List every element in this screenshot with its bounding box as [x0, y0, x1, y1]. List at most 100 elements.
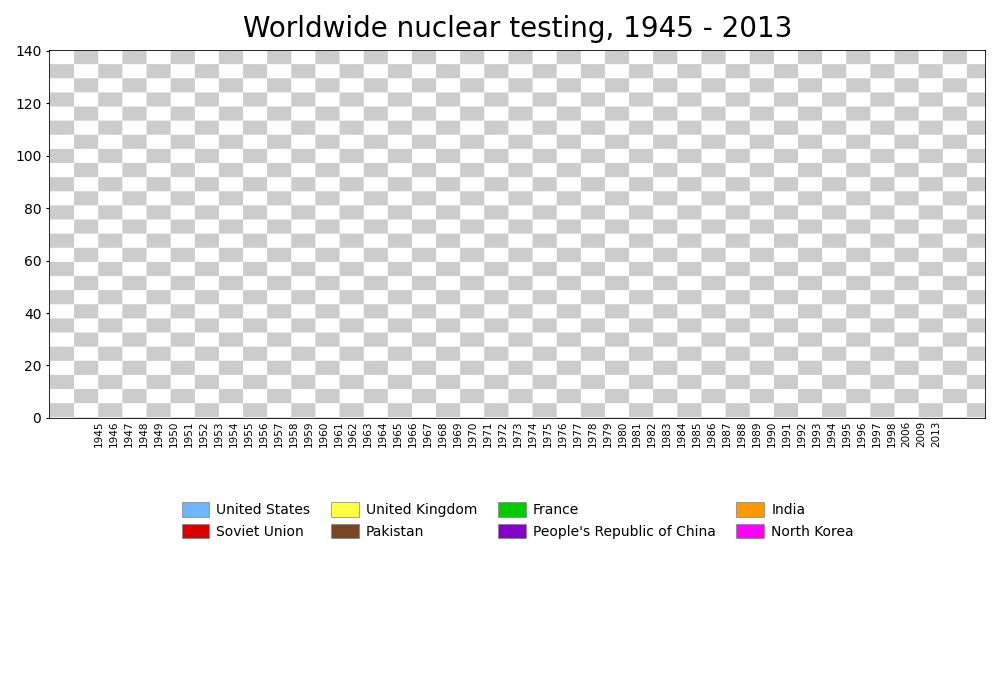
Bar — [481, 355, 494, 418]
Bar — [646, 300, 659, 321]
Bar — [586, 287, 599, 368]
Bar — [496, 274, 509, 284]
Bar — [780, 399, 793, 418]
Bar — [706, 381, 718, 418]
Bar — [332, 392, 345, 418]
Bar — [661, 305, 674, 371]
Bar — [795, 402, 808, 418]
Bar — [377, 276, 390, 300]
Bar — [676, 279, 688, 300]
Bar — [272, 292, 285, 334]
Bar — [586, 368, 599, 418]
Bar — [885, 389, 898, 405]
Bar — [496, 347, 509, 418]
Bar — [915, 415, 928, 418]
Bar — [212, 371, 225, 376]
Bar — [601, 276, 614, 300]
Bar — [676, 274, 688, 279]
Bar — [407, 292, 419, 418]
Bar — [750, 347, 763, 371]
Bar — [422, 308, 434, 418]
Bar — [437, 227, 449, 271]
Bar — [646, 371, 659, 418]
Bar — [586, 261, 599, 266]
Bar — [362, 294, 375, 418]
Bar — [287, 219, 300, 308]
Bar — [930, 415, 943, 418]
Bar — [377, 271, 390, 276]
Bar — [556, 297, 569, 311]
Bar — [646, 321, 659, 371]
Bar — [586, 266, 599, 287]
Bar — [780, 384, 793, 399]
Bar — [153, 415, 165, 418]
Bar — [212, 376, 225, 389]
Bar — [392, 266, 404, 269]
Bar — [422, 253, 434, 308]
Bar — [287, 206, 300, 219]
Legend: United States, Soviet Union, United Kingdom, Pakistan, France, People's Republic: United States, Soviet Union, United King… — [177, 498, 858, 543]
Bar — [601, 378, 614, 418]
Bar — [467, 250, 479, 253]
Bar — [452, 248, 464, 297]
Bar — [242, 357, 255, 373]
Bar — [541, 360, 554, 418]
Bar — [706, 360, 718, 381]
Bar — [347, 167, 360, 418]
Bar — [691, 373, 703, 418]
Bar — [198, 389, 210, 392]
Bar — [736, 324, 748, 378]
Bar — [272, 274, 285, 292]
Bar — [885, 405, 898, 418]
Bar — [407, 221, 419, 229]
Bar — [437, 271, 449, 418]
Bar — [452, 245, 464, 248]
Bar — [227, 384, 240, 402]
Bar — [242, 373, 255, 418]
Bar — [422, 240, 434, 245]
Bar — [631, 287, 644, 318]
Bar — [108, 413, 121, 418]
Bar — [691, 347, 703, 373]
Bar — [541, 311, 554, 360]
Bar — [526, 360, 539, 418]
Bar — [750, 389, 763, 418]
Bar — [377, 300, 390, 418]
Bar — [377, 261, 390, 263]
Bar — [257, 331, 270, 347]
Bar — [467, 274, 479, 315]
Bar — [571, 279, 584, 303]
Bar — [347, 0, 360, 167]
Bar — [183, 378, 195, 418]
Bar — [601, 300, 614, 303]
Bar — [676, 371, 688, 418]
Bar — [392, 269, 404, 279]
Bar — [377, 263, 390, 271]
Bar — [616, 381, 629, 418]
Bar — [198, 392, 210, 418]
Bar — [481, 282, 494, 294]
Bar — [616, 287, 629, 318]
Bar — [571, 303, 584, 366]
Bar — [661, 276, 674, 282]
Bar — [631, 318, 644, 321]
Bar — [212, 389, 225, 418]
Bar — [616, 284, 629, 287]
Bar — [526, 305, 539, 360]
Bar — [272, 334, 285, 418]
Bar — [556, 290, 569, 297]
Bar — [332, 237, 345, 392]
Bar — [511, 355, 524, 418]
Bar — [750, 371, 763, 389]
Bar — [736, 378, 748, 418]
Bar — [721, 292, 733, 313]
Title: Worldwide nuclear testing, 1945 - 2013: Worldwide nuclear testing, 1945 - 2013 — [243, 15, 792, 43]
Bar — [496, 284, 509, 347]
Bar — [437, 213, 449, 227]
Bar — [631, 376, 644, 418]
Bar — [571, 366, 584, 418]
Bar — [407, 245, 419, 292]
Bar — [676, 300, 688, 371]
Bar — [661, 371, 674, 418]
Bar — [287, 308, 300, 418]
